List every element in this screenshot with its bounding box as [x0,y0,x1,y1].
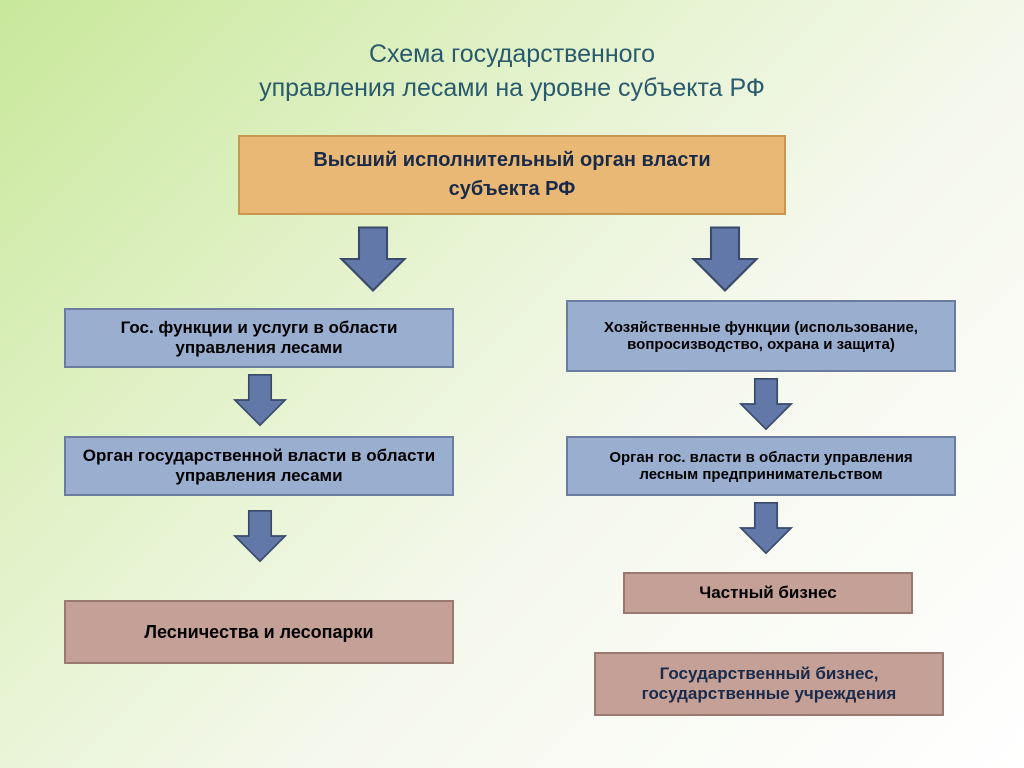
box-right-authority: Орган гос. власти в области управления л… [566,436,956,496]
title-line2: управления лесами на уровне субъекта РФ [259,74,765,102]
box-right1-text: Хозяйственные функции (использование, во… [582,319,940,353]
down-arrow-icon [690,222,760,296]
box-top-line2: субъекта РФ [449,178,576,201]
box-left-functions: Гос. функции и услуги в области управлен… [64,308,454,368]
diagram-title: Схема государственного управления лесами… [0,0,1024,106]
box-left-authority: Орган государственной власти в области у… [64,436,454,496]
box-top-line1: Высший исполнительный орган власти [313,149,710,172]
down-arrow-icon [738,376,794,432]
box-left3-text: Лесничества и лесопарки [144,622,373,643]
box-right-economic: Хозяйственные функции (использование, во… [566,300,956,372]
box-right-state-business: Государственный бизнес, государственные … [594,652,944,716]
box-right4-line2: государственные учреждения [642,684,897,704]
down-arrow-icon [232,508,288,564]
down-arrow-icon [232,372,288,428]
down-arrow-icon [338,222,408,296]
box-top-executive: Высший исполнительный орган власти субъе… [238,135,786,215]
box-right4-line1: Государственный бизнес, [660,664,879,684]
box-left1-text: Гос. функции и услуги в области управлен… [80,318,438,358]
box-right3-text: Частный бизнес [699,583,837,603]
box-right-private: Частный бизнес [623,572,913,614]
down-arrow-icon [738,500,794,556]
box-right2-text: Орган гос. власти в области управления л… [582,449,940,483]
box-left-forestry: Лесничества и лесопарки [64,600,454,664]
title-line1: Схема государственного [369,40,655,68]
box-left2-text: Орган государственной власти в области у… [80,446,438,486]
